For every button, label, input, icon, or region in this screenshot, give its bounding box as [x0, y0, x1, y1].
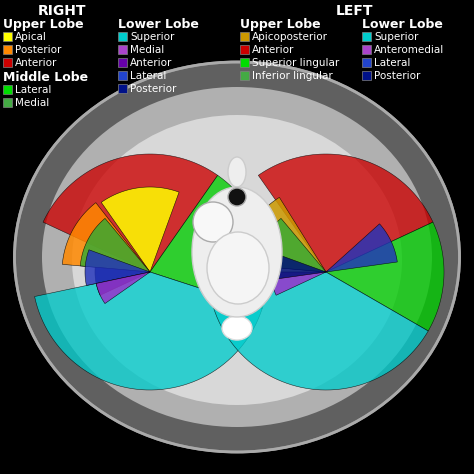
Ellipse shape	[15, 62, 459, 452]
Polygon shape	[258, 154, 433, 272]
FancyBboxPatch shape	[118, 58, 127, 67]
FancyBboxPatch shape	[240, 58, 249, 67]
FancyBboxPatch shape	[362, 58, 371, 67]
FancyBboxPatch shape	[240, 32, 249, 41]
Ellipse shape	[72, 115, 402, 405]
Text: Lateral: Lateral	[15, 84, 51, 94]
Text: Medial: Medial	[15, 98, 49, 108]
Polygon shape	[274, 254, 326, 279]
FancyBboxPatch shape	[3, 32, 12, 41]
Text: Lower Lobe: Lower Lobe	[118, 18, 199, 31]
FancyBboxPatch shape	[3, 85, 12, 94]
Polygon shape	[95, 267, 150, 295]
Text: Anterior: Anterior	[252, 45, 294, 55]
Text: Anteromedial: Anteromedial	[374, 45, 444, 55]
Polygon shape	[96, 272, 150, 303]
FancyBboxPatch shape	[240, 45, 249, 54]
FancyBboxPatch shape	[118, 32, 127, 41]
Text: Posterior: Posterior	[130, 83, 176, 93]
Circle shape	[228, 188, 246, 206]
Polygon shape	[256, 219, 326, 272]
FancyBboxPatch shape	[118, 84, 127, 93]
Text: Posterior: Posterior	[374, 71, 420, 81]
Ellipse shape	[207, 232, 269, 304]
Text: Lateral: Lateral	[374, 57, 410, 67]
Polygon shape	[80, 219, 150, 272]
Text: Inferior lingular: Inferior lingular	[252, 71, 333, 81]
Polygon shape	[63, 203, 150, 272]
Text: LEFT: LEFT	[336, 4, 374, 18]
Text: Apicoposterior: Apicoposterior	[252, 31, 328, 42]
Polygon shape	[43, 154, 218, 272]
Text: Apical: Apical	[15, 31, 47, 42]
Text: RIGHT: RIGHT	[38, 4, 86, 18]
Polygon shape	[85, 250, 150, 285]
FancyBboxPatch shape	[362, 45, 371, 54]
Polygon shape	[35, 272, 262, 390]
Polygon shape	[238, 197, 326, 272]
Polygon shape	[271, 272, 326, 295]
FancyBboxPatch shape	[240, 71, 249, 80]
Text: Superior: Superior	[130, 31, 174, 42]
Text: Anterior: Anterior	[130, 57, 173, 67]
Text: Superior: Superior	[374, 31, 419, 42]
FancyBboxPatch shape	[362, 32, 371, 41]
Ellipse shape	[228, 157, 246, 187]
Text: Middle Lobe: Middle Lobe	[3, 71, 88, 84]
Polygon shape	[326, 224, 397, 272]
Polygon shape	[209, 272, 428, 390]
FancyBboxPatch shape	[3, 58, 12, 67]
Polygon shape	[150, 175, 268, 309]
FancyBboxPatch shape	[118, 71, 127, 80]
Text: Lateral: Lateral	[130, 71, 166, 81]
Text: Upper Lobe: Upper Lobe	[240, 18, 320, 31]
FancyBboxPatch shape	[3, 98, 12, 107]
FancyBboxPatch shape	[3, 45, 12, 54]
Text: Medial: Medial	[130, 45, 164, 55]
Ellipse shape	[42, 87, 432, 427]
Polygon shape	[326, 222, 444, 331]
Ellipse shape	[222, 316, 252, 340]
Polygon shape	[101, 187, 179, 272]
FancyBboxPatch shape	[118, 45, 127, 54]
FancyBboxPatch shape	[362, 71, 371, 80]
Text: Superior lingular: Superior lingular	[252, 57, 339, 67]
Text: Upper Lobe: Upper Lobe	[3, 18, 83, 31]
Text: Posterior: Posterior	[15, 45, 61, 55]
Text: Anterior: Anterior	[15, 57, 57, 67]
Text: Lower Lobe: Lower Lobe	[362, 18, 443, 31]
Circle shape	[193, 202, 233, 242]
Ellipse shape	[192, 187, 282, 317]
